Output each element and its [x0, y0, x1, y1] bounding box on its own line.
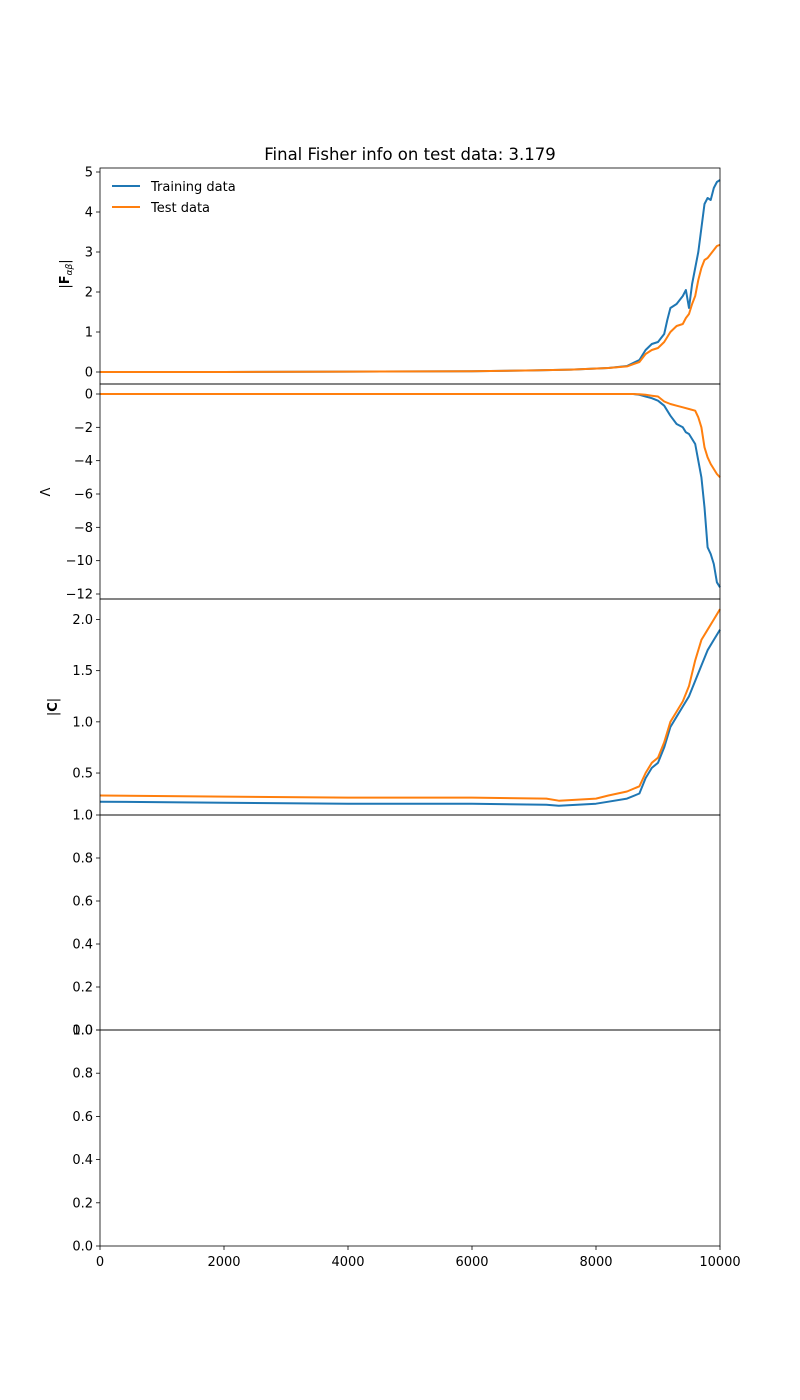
y-tick-label-panel-4: 0.6	[72, 1110, 93, 1125]
y-label-lambda: Λ	[39, 487, 54, 496]
y-tick-label-panel-1: −8	[74, 521, 93, 536]
series-line-test-panel-1	[100, 393, 721, 478]
y-tick-label-panel-0: 4	[85, 206, 93, 221]
y-tick-label-panel-3: 0.4	[72, 938, 93, 953]
y-tick-label-panel-2: 1.0	[72, 715, 93, 730]
x-tick-label: 8000	[579, 1255, 612, 1270]
y-tick-label-panel-0: 5	[85, 166, 93, 181]
y-tick-label-panel-4: 0.8	[72, 1067, 93, 1082]
panel-lambda: 0 −2 −4 −6 −8 −10 −12	[66, 383, 721, 603]
x-axis: 0 2000 4000 6000 8000 10000	[96, 1246, 741, 1270]
y-tick-label-panel-0: 0	[85, 366, 93, 381]
y-tick-label-panel-1: 0	[85, 388, 93, 403]
y-tick-label-panel-1: −4	[74, 454, 93, 469]
y-tick-label-panel-3: 0.6	[72, 895, 93, 910]
y-tick-label-panel-0: 3	[85, 246, 93, 261]
x-tick-label: 0	[96, 1255, 104, 1270]
y-tick-label-panel-4: 0.4	[72, 1153, 93, 1168]
y-label-covariance: |C|	[46, 698, 61, 716]
y-tick-label-panel-0: 1	[85, 326, 93, 341]
series-line-training-panel-2	[99, 629, 721, 807]
legend-label-training: Training data	[150, 180, 236, 195]
y-tick-label-panel-4: 0.2	[72, 1196, 93, 1211]
y-tick-label-panel-2: 2.0	[72, 613, 93, 628]
legend: Training data Test data	[112, 180, 236, 216]
x-tick-label: 6000	[455, 1255, 488, 1270]
y-tick-label-panel-1: −6	[74, 488, 93, 503]
y-tick-label-panel-1: −12	[66, 588, 93, 603]
y-tick-label-panel-4: 0.0	[72, 1240, 93, 1255]
panel-empty-2: 0.0 0.2 0.4 0.6 0.8 1.0	[72, 1024, 721, 1255]
y-tick-label-panel-2: 1.5	[72, 664, 93, 679]
chart-title: Final Fisher info on test data: 3.179	[264, 145, 556, 164]
y-tick-label-panel-3: 0.8	[72, 852, 93, 867]
y-tick-label-panel-3: 1.0	[72, 809, 93, 824]
y-tick-label-panel-0: 2	[85, 286, 93, 301]
svg-text:|C|: |C|	[46, 698, 61, 716]
x-tick-label: 4000	[331, 1255, 364, 1270]
y-tick-label-panel-2: 0.5	[72, 767, 93, 782]
y-tick-label-panel-3: 0.2	[72, 981, 93, 996]
series-line-test-panel-0	[100, 243, 721, 373]
x-tick-label: 10000	[699, 1255, 740, 1270]
svg-text:Λ: Λ	[39, 487, 54, 496]
y-tick-label-panel-3: 0.0	[72, 1024, 93, 1039]
y-tick-label-panel-4: 1.0	[72, 1024, 93, 1039]
axes-frame-panel-4	[99, 1029, 721, 1247]
y-tick-label-panel-1: −10	[66, 554, 93, 569]
x-tick-label: 2000	[207, 1255, 240, 1270]
y-tick-label-panel-1: −2	[74, 421, 93, 436]
series-line-test-panel-2	[99, 608, 721, 802]
legend-label-test: Test data	[150, 201, 210, 216]
